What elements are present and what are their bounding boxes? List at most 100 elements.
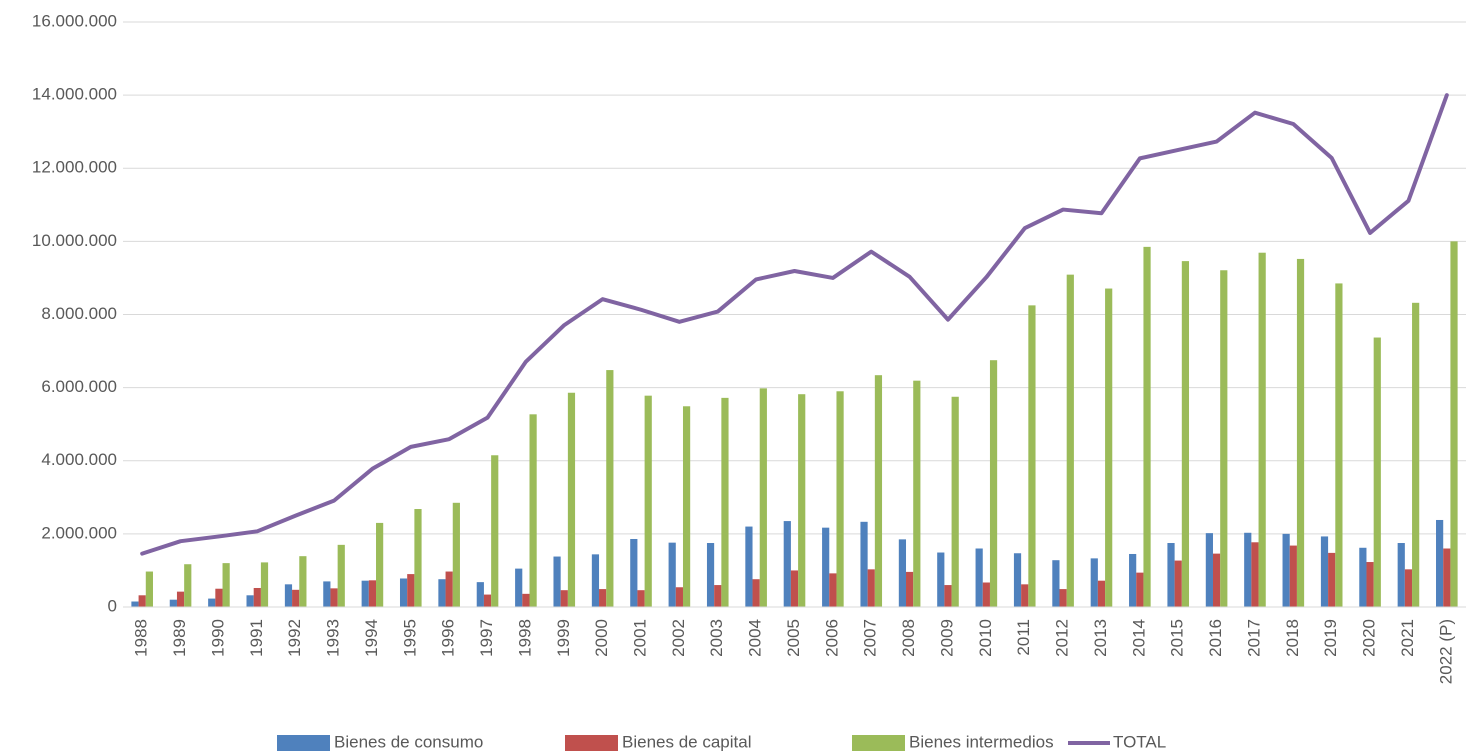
x-tick-label: 2010 xyxy=(976,619,995,657)
bar xyxy=(131,601,139,607)
bar xyxy=(1397,543,1405,607)
bar xyxy=(1059,589,1067,607)
x-tick-label: 2007 xyxy=(861,619,880,657)
bar xyxy=(560,590,568,607)
bar xyxy=(1129,553,1137,607)
bar xyxy=(452,502,460,607)
x-tick-label: 1998 xyxy=(515,619,534,657)
bar xyxy=(1289,545,1297,607)
bar xyxy=(937,552,945,607)
legend-key xyxy=(565,735,618,751)
bar xyxy=(330,588,338,607)
legend-key xyxy=(277,735,330,751)
bar xyxy=(913,380,921,607)
x-tick-label: 1993 xyxy=(324,619,343,657)
bar xyxy=(1097,580,1106,607)
x-tick-label: 1989 xyxy=(170,619,189,657)
bar xyxy=(836,391,844,607)
bar xyxy=(1412,302,1420,607)
y-tick-label: 16.000.000 xyxy=(32,11,117,30)
bar xyxy=(867,569,875,607)
bar xyxy=(1013,553,1022,607)
x-tick-label: 2008 xyxy=(899,619,918,657)
bar xyxy=(829,573,837,607)
bar xyxy=(637,590,645,607)
bar xyxy=(208,598,216,607)
bar xyxy=(1136,572,1144,607)
bar xyxy=(906,571,914,607)
bar xyxy=(860,521,868,607)
bar xyxy=(1320,536,1329,607)
bar xyxy=(591,554,600,607)
bar xyxy=(714,585,722,607)
bar xyxy=(745,526,753,607)
bar xyxy=(337,544,345,607)
bar xyxy=(599,589,607,607)
bar xyxy=(407,574,415,607)
y-tick-label: 0 xyxy=(108,596,117,615)
bar xyxy=(1143,246,1151,607)
bar xyxy=(1436,519,1444,607)
bar xyxy=(553,556,561,607)
x-tick-label: 2019 xyxy=(1321,619,1340,657)
bar xyxy=(1220,270,1228,607)
x-tick-label: 2018 xyxy=(1283,619,1302,657)
bar xyxy=(184,564,192,607)
bar xyxy=(1359,547,1367,607)
x-tick-label: 2014 xyxy=(1129,619,1148,657)
bar xyxy=(1174,560,1182,607)
legend-label: Bienes de capital xyxy=(622,732,751,751)
x-tick-label: 1999 xyxy=(554,619,573,657)
bar xyxy=(1167,543,1175,607)
bar xyxy=(222,563,230,607)
x-tick-label: 2017 xyxy=(1244,619,1263,657)
y-tick-label: 2.000.000 xyxy=(41,523,117,542)
x-tick-label: 1988 xyxy=(132,619,151,657)
bar xyxy=(323,581,331,607)
x-tick-label: 1992 xyxy=(285,619,304,657)
bar xyxy=(1021,584,1029,607)
x-tick-label: 2020 xyxy=(1360,619,1379,657)
x-tick-label: 2002 xyxy=(669,619,688,657)
bar xyxy=(606,370,614,607)
bar xyxy=(630,538,638,607)
y-tick-label: 12.000.000 xyxy=(32,158,117,177)
x-tick-label: 1996 xyxy=(439,619,458,657)
bar xyxy=(176,591,185,607)
bar xyxy=(989,360,998,607)
x-tick-label: 2011 xyxy=(1014,619,1033,656)
bar xyxy=(1296,258,1305,607)
bar xyxy=(246,595,254,607)
bar xyxy=(1450,241,1458,607)
bar xyxy=(1366,562,1374,607)
x-tick-label: 2004 xyxy=(746,619,765,657)
bar xyxy=(515,568,523,607)
legend-label: Bienes intermedios xyxy=(909,732,1054,751)
line xyxy=(140,93,1449,556)
legend-label: Bienes de consumo xyxy=(334,732,483,751)
bar xyxy=(361,580,369,607)
bar xyxy=(399,578,408,607)
bar xyxy=(682,406,691,607)
bar xyxy=(1244,532,1252,607)
y-tick-label: 14.000.000 xyxy=(32,85,117,104)
bar xyxy=(944,585,952,607)
bar xyxy=(759,388,767,607)
bar xyxy=(438,579,446,607)
bar xyxy=(706,543,715,607)
x-tick-label: 1994 xyxy=(362,619,381,657)
x-tick-label: 1995 xyxy=(400,619,419,657)
x-tick-label: 1990 xyxy=(208,619,227,657)
bar xyxy=(169,599,177,607)
bar xyxy=(529,414,537,607)
bar xyxy=(951,396,959,607)
x-tick-label: 2022 (P) xyxy=(1436,619,1455,684)
bar xyxy=(1404,569,1413,607)
bar xyxy=(215,588,223,607)
bar xyxy=(822,527,830,607)
bar xyxy=(483,594,492,607)
y-tick-label: 6.000.000 xyxy=(41,377,117,396)
bar xyxy=(1090,558,1098,607)
